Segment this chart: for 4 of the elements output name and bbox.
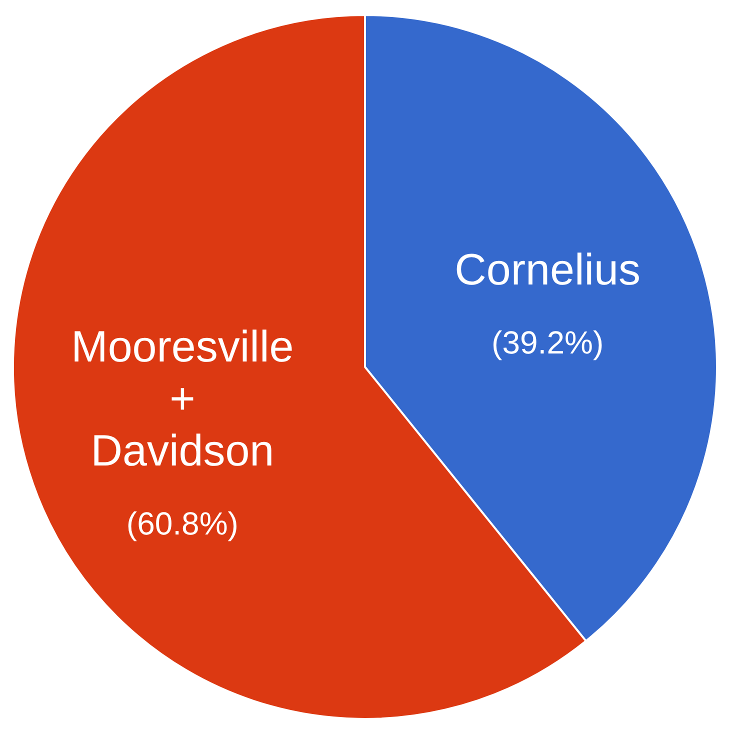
slice-label: Cornelius bbox=[454, 246, 640, 295]
data-label: (39.2%) bbox=[492, 324, 604, 360]
slice-label: Mooresville + Davidson bbox=[71, 322, 294, 476]
data-label: (60.8%) bbox=[126, 505, 238, 542]
